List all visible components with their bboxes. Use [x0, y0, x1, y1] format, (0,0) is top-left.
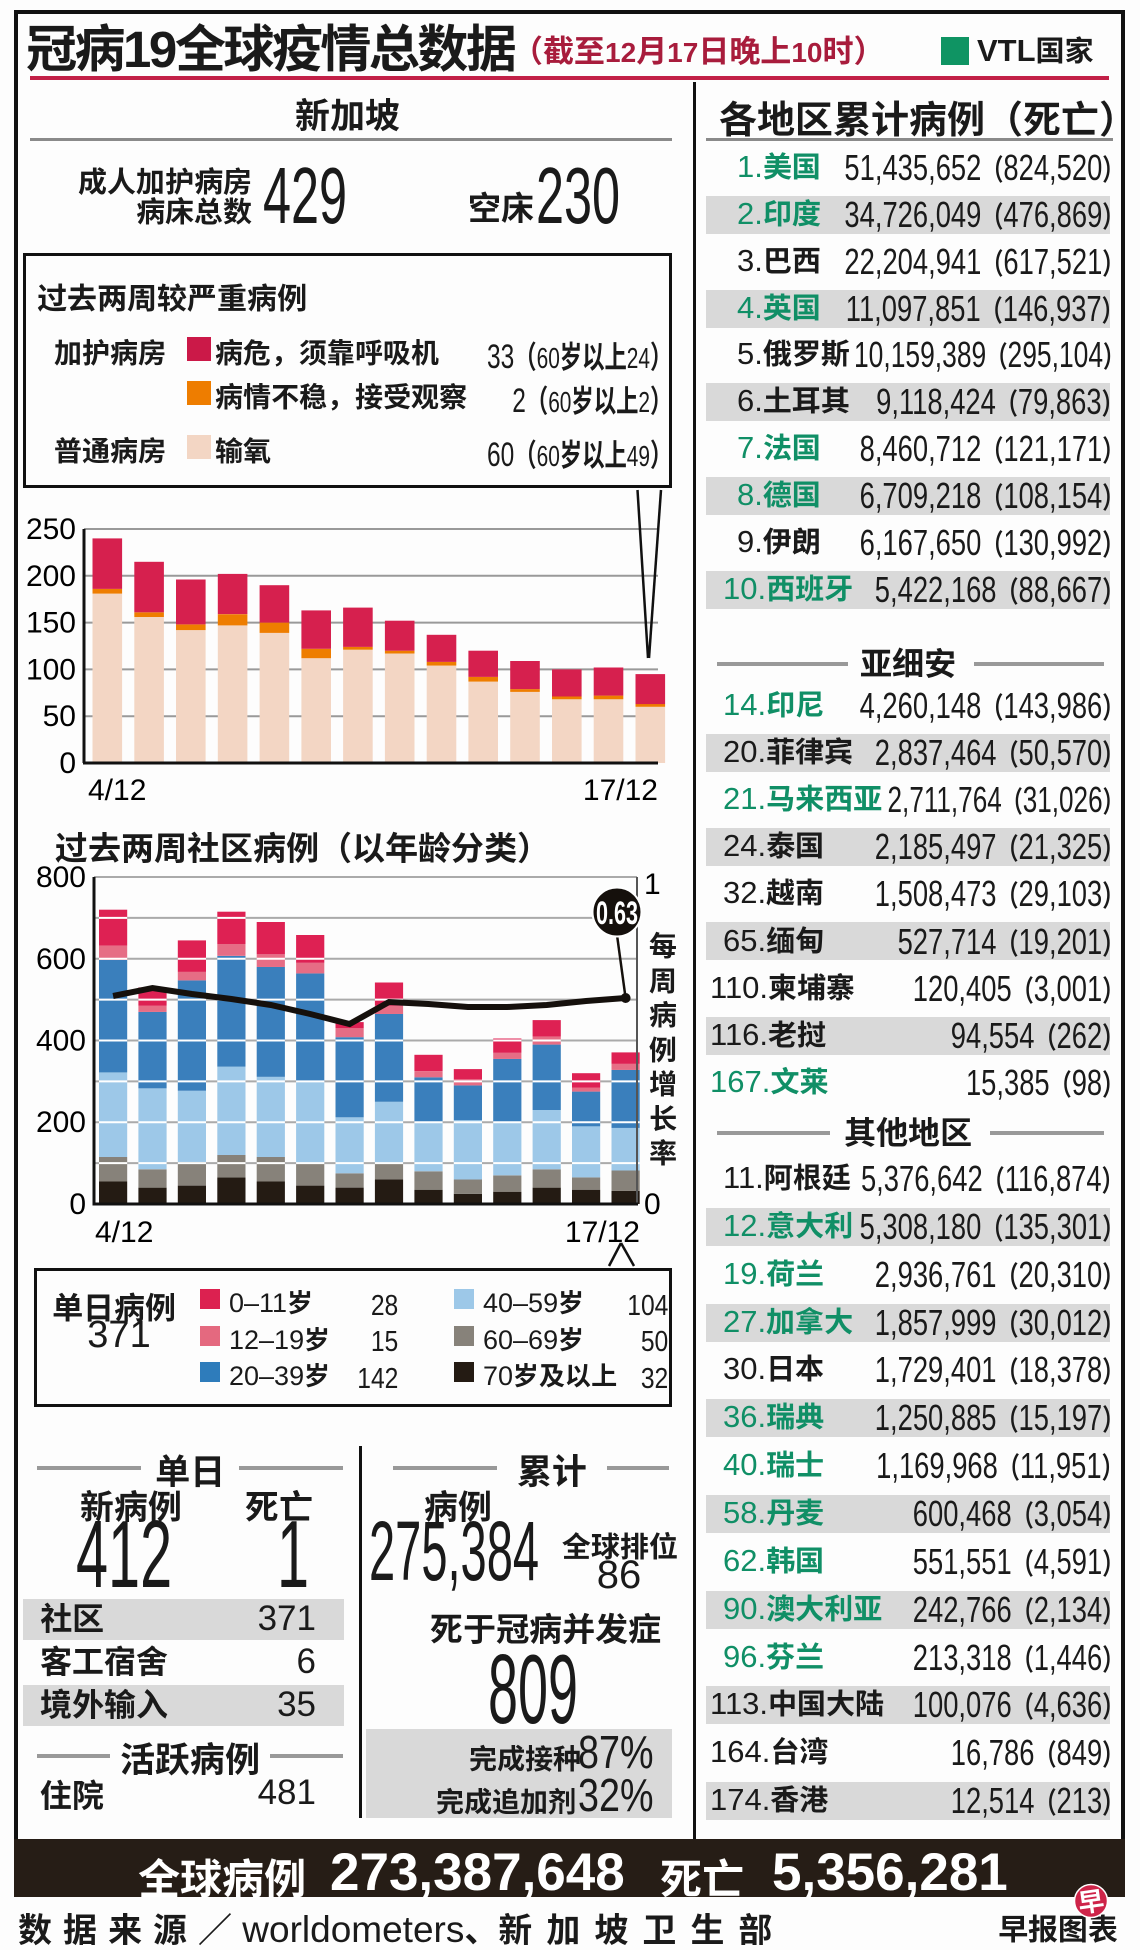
svg-text:0.63: 0.63 [596, 895, 638, 931]
svg-text:4/12: 4/12 [88, 774, 146, 807]
svg-text:0: 0 [69, 1188, 86, 1221]
svg-text:4/12: 4/12 [95, 1216, 153, 1249]
svg-text:800: 800 [36, 861, 86, 894]
svg-text:100: 100 [26, 653, 76, 686]
svg-text:250: 250 [26, 513, 76, 546]
svg-text:0: 0 [644, 1188, 661, 1221]
svg-text:0: 0 [59, 747, 76, 780]
svg-text:1: 1 [644, 868, 661, 901]
svg-text:200: 200 [36, 1106, 86, 1139]
svg-text:17/12: 17/12 [583, 774, 658, 807]
svg-text:200: 200 [26, 560, 76, 593]
svg-text:早: 早 [1075, 1880, 1106, 1920]
svg-text:400: 400 [36, 1025, 86, 1058]
svg-text:150: 150 [26, 607, 76, 640]
svg-text:600: 600 [36, 943, 86, 976]
svg-text:50: 50 [43, 700, 76, 733]
svg-text:17/12: 17/12 [565, 1216, 640, 1249]
